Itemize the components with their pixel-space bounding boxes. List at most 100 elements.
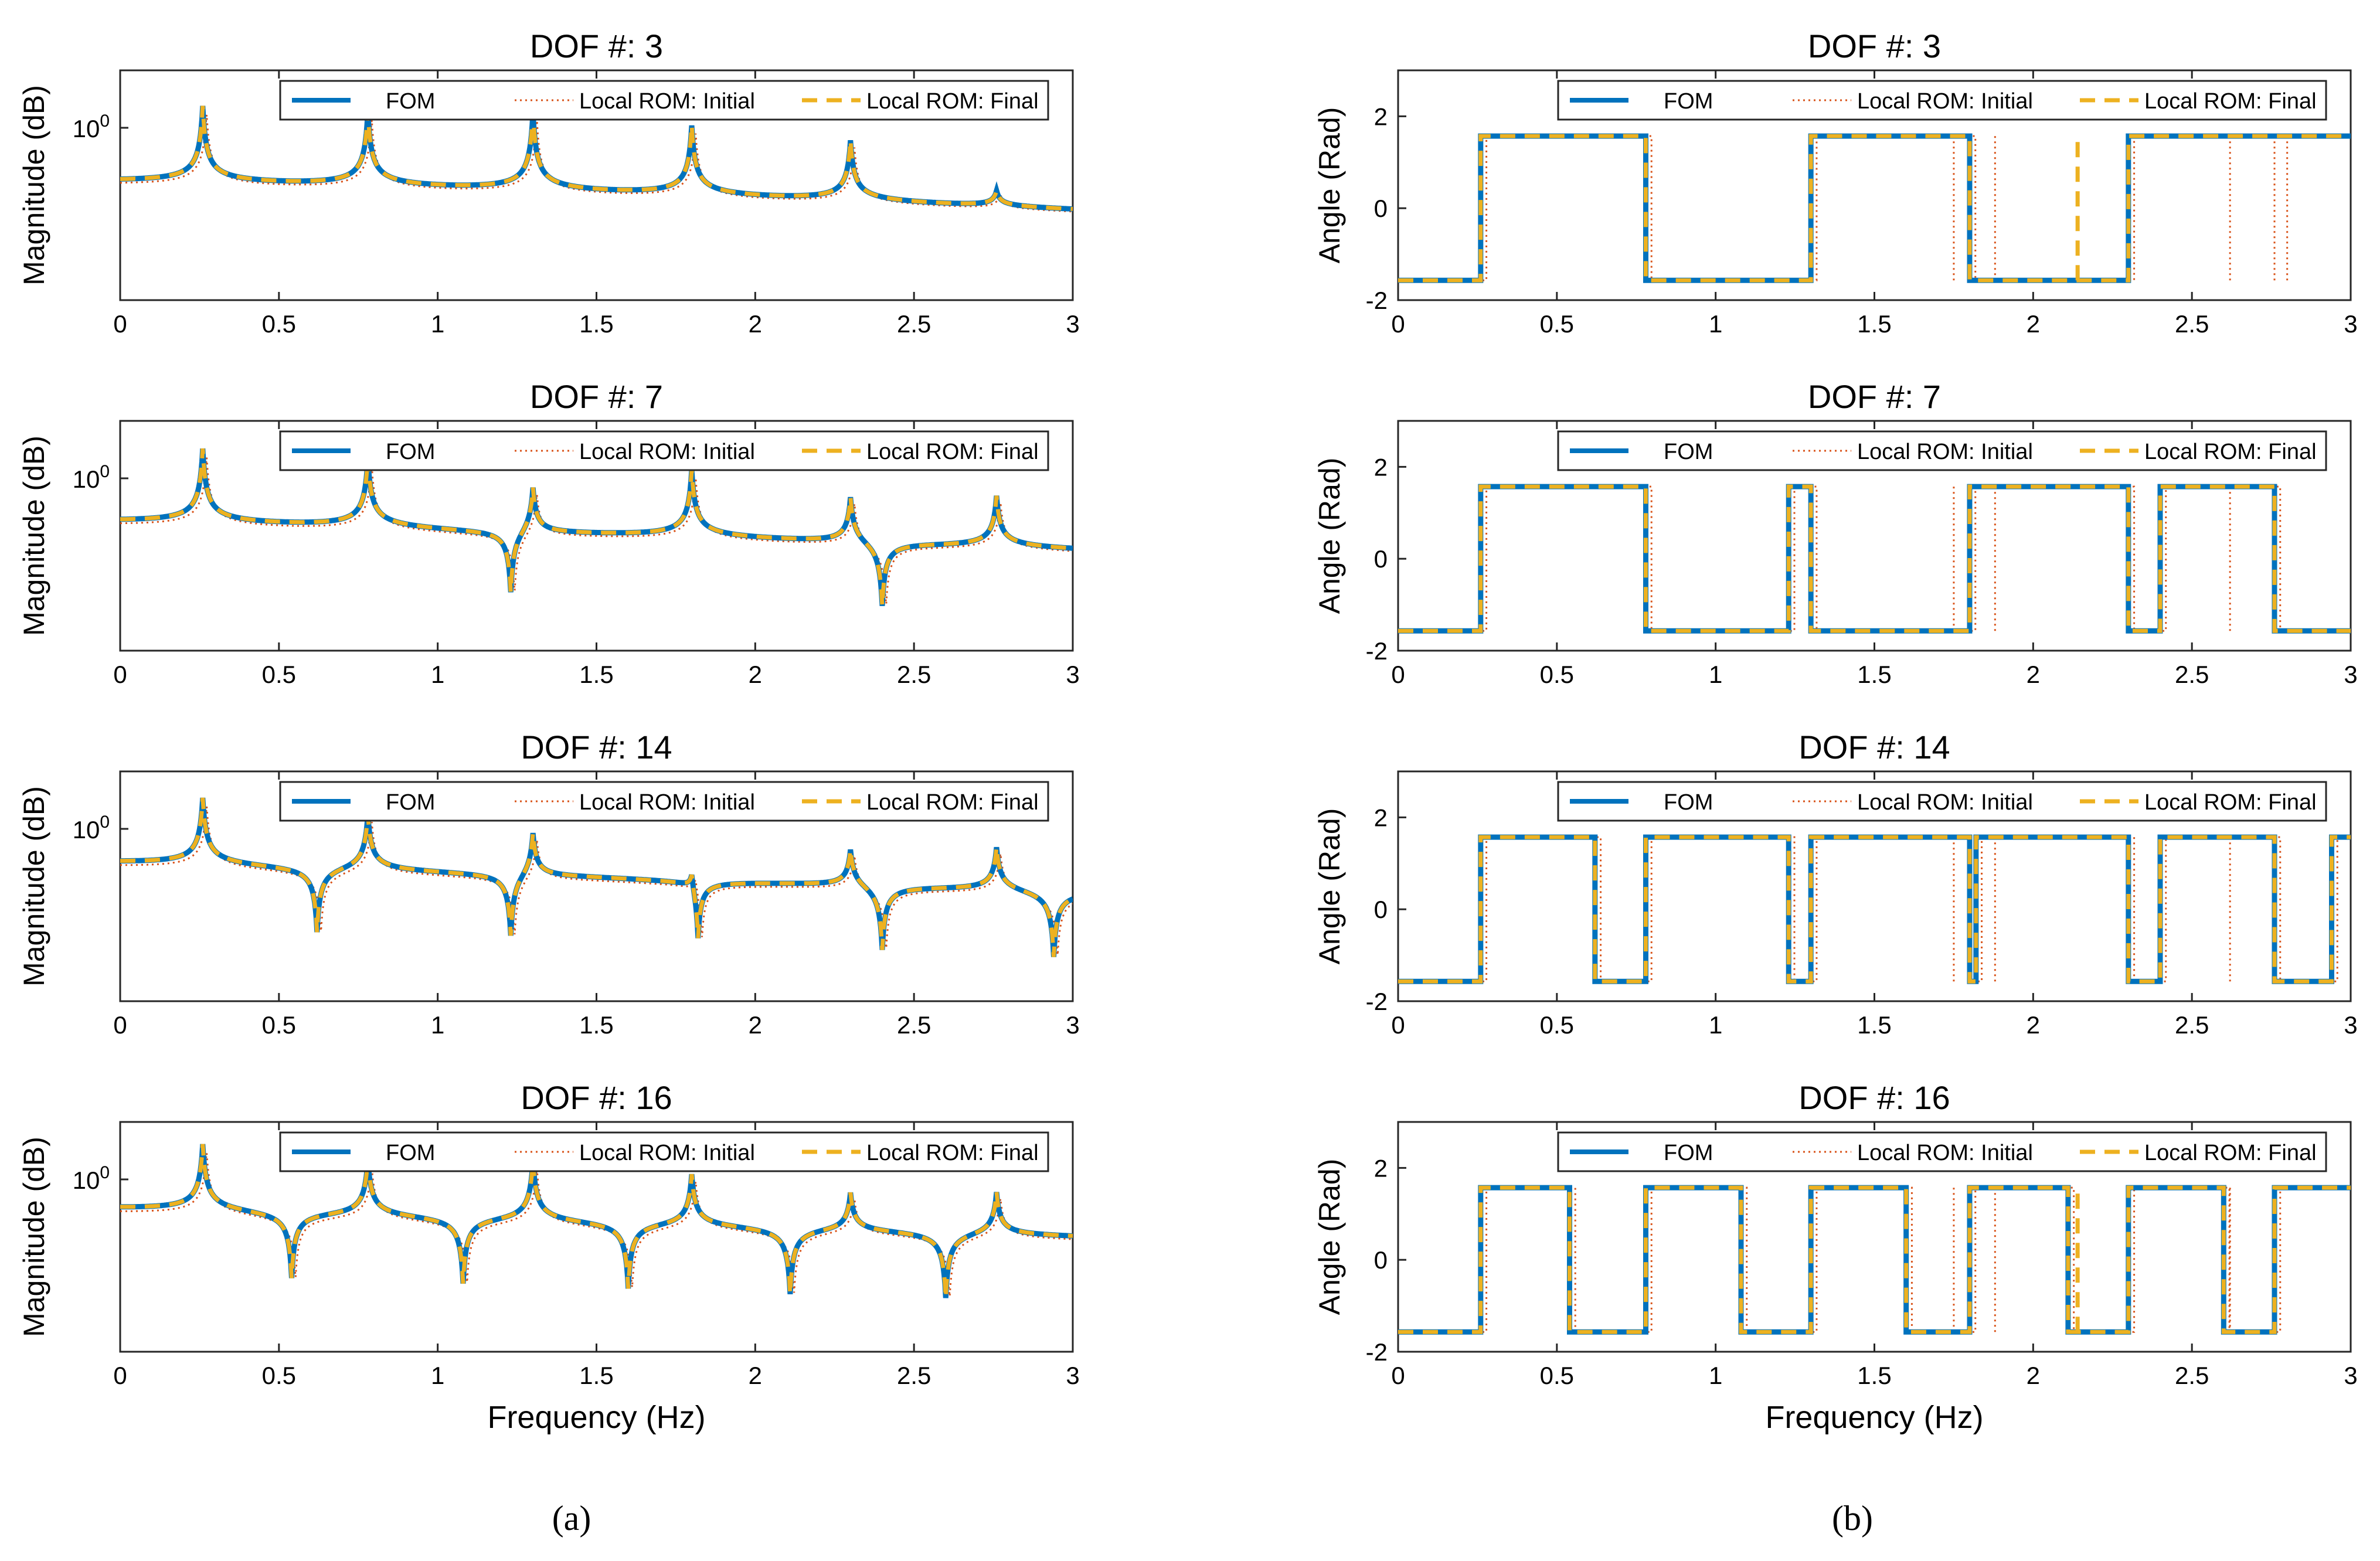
x-tick-label: 2.5	[897, 1011, 931, 1039]
x-tick-label: 3	[2344, 1362, 2357, 1389]
series-local-rom-initial	[120, 457, 1073, 604]
legend: FOM Local ROM: Initial Local ROM: Final	[1557, 1131, 2327, 1172]
x-tick-label: 3	[1066, 661, 1079, 688]
data-layer	[1398, 834, 2351, 984]
x-tick-label: 0.5	[262, 1011, 296, 1039]
x-tick-label: 1	[1709, 1011, 1722, 1039]
x-tick-label: 1.5	[1857, 661, 1891, 688]
legend-fom-label: FOM	[1664, 790, 1713, 815]
series-local-rom-initial	[1398, 1186, 2351, 1333]
legend-local-rom-final-label: Local ROM: Final	[866, 1141, 1039, 1165]
x-tick-label: 0	[1391, 310, 1405, 338]
x-tick-label: 1.5	[579, 661, 613, 688]
subplot-magnitude-1: DOF #: 3 0 0.5 1 1.5 2 2.5 3 100 Magnitude (dB) FO…	[18, 28, 1080, 338]
legend: FOM Local ROM: Initial Local ROM: Final	[279, 781, 1049, 822]
subplot-title: DOF #: 7	[1808, 378, 1941, 415]
subplot-title: DOF #: 3	[1808, 28, 1941, 64]
y-axis-label: Angle (Rad)	[1313, 1159, 1346, 1315]
x-tick-label: 1.5	[579, 1362, 613, 1389]
legend-box	[279, 1131, 1049, 1172]
x-tick-label: 2.5	[897, 310, 931, 338]
x-tick-label: 1	[431, 1011, 444, 1039]
legend-box	[279, 430, 1049, 471]
legend-local-rom-final-label: Local ROM: Final	[2144, 440, 2317, 464]
legend-local-rom-initial-label: Local ROM: Initial	[1857, 440, 2033, 464]
x-tick-label: 0	[113, 1011, 127, 1039]
y-axis-label: Angle (Rad)	[1313, 458, 1346, 614]
legend-local-rom-final-label: Local ROM: Final	[866, 790, 1039, 815]
subplot-title: DOF #: 7	[530, 378, 663, 415]
x-tick-label: 3	[1066, 1362, 1079, 1389]
subplot-magnitude-4: DOF #: 16 0 0.5 1 1.5 2 2.5 3 100 Magnitude (dB) F…	[18, 1079, 1080, 1435]
legend-box	[279, 80, 1049, 121]
legend-fom-label: FOM	[1664, 89, 1713, 114]
legend-fom-label: FOM	[1664, 1141, 1713, 1165]
legend-fom-label: FOM	[386, 440, 435, 464]
legend-local-rom-initial-label: Local ROM: Initial	[579, 1141, 755, 1165]
x-axis-label: Frequency (Hz)	[1765, 1400, 1983, 1435]
x-tick-label: 3	[1066, 1011, 1079, 1039]
x-tick-label: 0.5	[262, 1362, 296, 1389]
legend: FOM Local ROM: Initial Local ROM: Final	[1557, 781, 2327, 822]
legend-box	[1557, 1131, 2327, 1172]
y-tick-label: 0	[1374, 1246, 1388, 1274]
x-tick-label: 2	[749, 1011, 762, 1039]
x-tick-label: 1	[431, 661, 444, 688]
subplot-title: DOF #: 14	[1798, 729, 1950, 766]
legend-box	[1557, 781, 2327, 822]
legend-local-rom-initial-label: Local ROM: Initial	[579, 790, 755, 815]
subplot-magnitude-3: DOF #: 14 0 0.5 1 1.5 2 2.5 3 100 Magnitude (dB) F…	[18, 729, 1080, 1039]
x-tick-label: 1	[431, 1362, 444, 1389]
data-layer	[1398, 484, 2351, 634]
y-axis-label: Angle (Rad)	[1313, 808, 1346, 965]
panel-label-b: (b)	[1832, 1499, 1873, 1538]
x-tick-label: 2	[2027, 1011, 2040, 1039]
x-tick-label: 0.5	[262, 310, 296, 338]
legend-fom-label: FOM	[1664, 440, 1713, 464]
x-tick-label: 3	[2344, 661, 2357, 688]
x-tick-label: 1.5	[579, 310, 613, 338]
y-tick-label: -2	[1366, 1338, 1388, 1366]
x-tick-label: 2.5	[2175, 661, 2209, 688]
legend: FOM Local ROM: Initial Local ROM: Final	[279, 80, 1049, 121]
legend-local-rom-final-label: Local ROM: Final	[2144, 790, 2317, 815]
x-tick-label: 0	[1391, 1362, 1405, 1389]
x-tick-label: 0	[113, 661, 127, 688]
series-local-rom-final	[1398, 484, 2351, 633]
x-tick-label: 3	[1066, 310, 1079, 338]
legend-local-rom-initial-label: Local ROM: Initial	[1857, 1141, 2033, 1165]
legend-fom-label: FOM	[386, 790, 435, 815]
legend-box	[1557, 80, 2327, 121]
series-local-rom-final	[1398, 134, 2351, 283]
x-axis-label: Frequency (Hz)	[487, 1400, 705, 1435]
data-layer	[1398, 1185, 2351, 1335]
legend-fom-label: FOM	[386, 1141, 435, 1165]
legend-local-rom-initial-label: Local ROM: Initial	[1857, 89, 2033, 114]
data-layer	[120, 448, 1073, 606]
x-tick-label: 0.5	[1540, 1011, 1574, 1039]
y-tick-label: 2	[1374, 453, 1388, 481]
legend-local-rom-final-label: Local ROM: Final	[866, 440, 1039, 464]
x-tick-label: 1	[1709, 1362, 1722, 1389]
x-tick-label: 1.5	[1857, 1362, 1891, 1389]
series-local-rom-final	[120, 1144, 1073, 1298]
legend-box	[279, 781, 1049, 822]
x-tick-label: 1	[1709, 310, 1722, 338]
x-tick-label: 2.5	[897, 1362, 931, 1389]
x-tick-label: 2	[2027, 1362, 2040, 1389]
x-tick-label: 0	[113, 1362, 127, 1389]
x-tick-label: 0	[1391, 661, 1405, 688]
series-local-rom-final	[1398, 1185, 2351, 1334]
y-tick-label: 2	[1374, 103, 1388, 130]
subplot-magnitude-2: DOF #: 7 0 0.5 1 1.5 2 2.5 3 100 Magnitude (dB) FO…	[18, 378, 1080, 688]
legend: FOM Local ROM: Initial Local ROM: Final	[1557, 430, 2327, 471]
y-tick-label: 2	[1374, 804, 1388, 831]
x-tick-label: 3	[2344, 1011, 2357, 1039]
x-tick-label: 1	[1709, 661, 1722, 688]
x-tick-label: 2	[749, 310, 762, 338]
x-tick-label: 2	[2027, 661, 2040, 688]
y-tick-label: -2	[1366, 637, 1388, 665]
